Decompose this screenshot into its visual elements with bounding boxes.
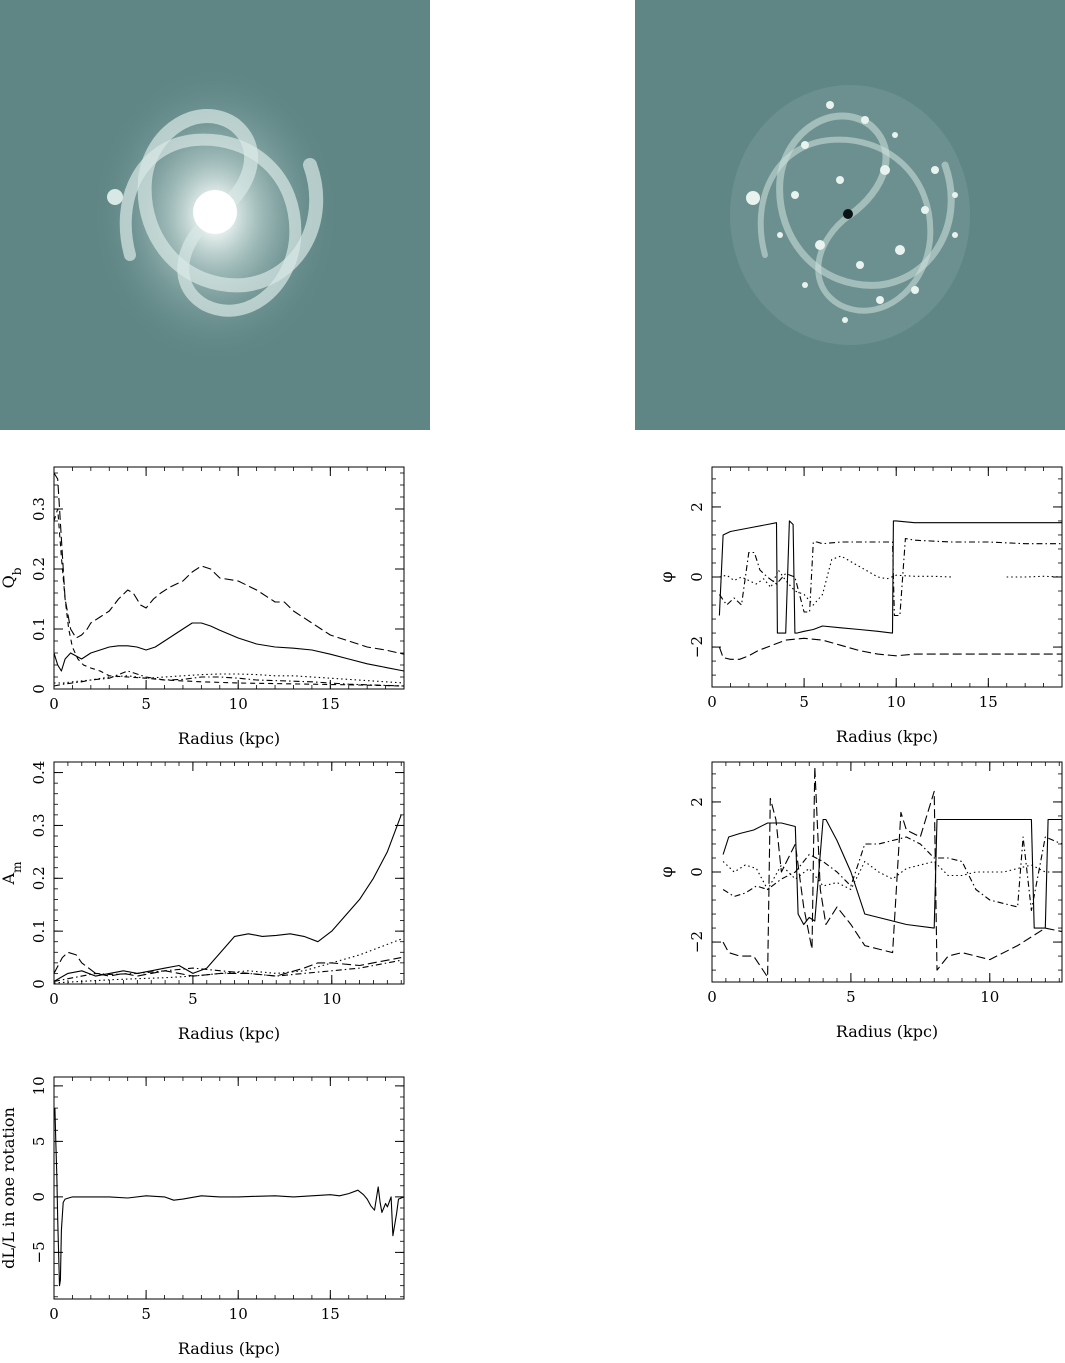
dl-plot: 0 5 10 15 −5 0 5 10 Radius (kpc) dL/L in one rota… xyxy=(0,1076,405,1358)
x-tick-label: 5 xyxy=(141,695,151,713)
series-line-dash-dot xyxy=(722,836,1062,912)
y-tick-label: 0.3 xyxy=(30,813,48,837)
x-axis-label: Radius (kpc) xyxy=(178,729,280,748)
series-line-solid xyxy=(54,622,404,672)
series-line-dot xyxy=(719,555,1062,606)
x-axis-label: Radius (kpc) xyxy=(836,727,938,746)
y-axis-label-subscript: b xyxy=(10,567,24,575)
y-axis-label: dL/L in one rotation xyxy=(0,1107,18,1269)
series-line-dash-dot xyxy=(54,670,404,687)
y-tick-label: 2 xyxy=(688,797,706,807)
x-tick-label: 10 xyxy=(229,1305,248,1323)
y-tick-label: 0.2 xyxy=(30,866,48,890)
series-line-dot xyxy=(54,673,404,684)
x-tick-label: 10 xyxy=(322,990,341,1008)
plot-frame xyxy=(53,466,405,690)
y-axis-label: φ xyxy=(657,571,676,582)
an-plot: 0 5 10 0 0.1 0.2 0.3 0.4 Radius (kpc) Am xyxy=(0,761,405,1043)
series-line-solid xyxy=(722,818,1062,929)
x-axis-label: Radius (kpc) xyxy=(836,1022,938,1041)
x-tick-label: 5 xyxy=(799,693,809,711)
y-axis-label: φ xyxy=(657,866,676,877)
y-axis-label-subscript: m xyxy=(10,861,24,873)
series-line-dash-dot xyxy=(54,959,402,982)
galaxy-left-drawing xyxy=(0,0,430,430)
x-tick-label: 0 xyxy=(707,988,717,1006)
y-tick-label: 0 xyxy=(688,572,706,582)
y-tick-label: 10 xyxy=(30,1076,48,1095)
series-line-solid xyxy=(54,814,402,982)
phi-bottom-plot: 0 5 10 −2 0 2 Radius (kpc) φ xyxy=(657,761,1063,1041)
series-line-long-dash xyxy=(54,472,404,655)
x-tick-label: 15 xyxy=(979,693,998,711)
y-tick-label: 0 xyxy=(30,1192,48,1202)
x-tick-label: 0 xyxy=(49,1305,59,1323)
x-tick-label: 10 xyxy=(887,693,906,711)
y-tick-label: 0.3 xyxy=(30,497,48,521)
series-line-dash-dot xyxy=(718,537,1062,617)
y-tick-label: 0.1 xyxy=(30,919,48,943)
y-tick-label: 0 xyxy=(688,867,706,877)
y-tick-label: 0.4 xyxy=(30,761,48,785)
qb-plot: 0 5 10 15 0 0.1 0.2 0.3 Radius (kpc) Qb xyxy=(0,466,405,748)
series-line-dot xyxy=(722,860,1062,891)
series-line-long-dash xyxy=(54,951,402,977)
x-tick-label: 5 xyxy=(188,990,198,1008)
series-line-long-dash xyxy=(722,766,1062,978)
y-tick-label: 5 xyxy=(30,1137,48,1147)
y-tick-label: −2 xyxy=(688,931,706,953)
y-tick-label: −5 xyxy=(30,1241,48,1263)
x-tick-label: 10 xyxy=(229,695,248,713)
y-tick-label: 2 xyxy=(688,502,706,512)
y-axis-label: Qb xyxy=(0,567,24,588)
y-tick-label: −2 xyxy=(688,636,706,658)
x-tick-label: 0 xyxy=(49,990,59,1008)
y-tick-label: 0 xyxy=(30,979,48,989)
x-tick-label: 0 xyxy=(49,695,59,713)
series-line-dash xyxy=(54,508,404,687)
x-tick-label: 15 xyxy=(321,1305,340,1323)
series-line-long-dash xyxy=(718,637,1062,660)
x-tick-label: 5 xyxy=(846,988,856,1006)
x-tick-label: 0 xyxy=(707,693,717,711)
series-line-dot xyxy=(54,938,402,984)
plot-frame xyxy=(53,761,405,985)
galaxy-right-drawing xyxy=(635,0,1065,430)
x-tick-label: 15 xyxy=(321,695,340,713)
series-line-solid xyxy=(54,1108,404,1287)
plot-frame xyxy=(711,761,1063,983)
x-axis-label: Radius (kpc) xyxy=(178,1339,280,1358)
y-axis-label: Am xyxy=(0,861,24,886)
y-tick-label: 0.1 xyxy=(30,617,48,641)
x-tick-label: 5 xyxy=(141,1305,151,1323)
x-axis-label: Radius (kpc) xyxy=(178,1024,280,1043)
plot-frame xyxy=(53,1076,405,1300)
series-line-solid xyxy=(718,520,1062,634)
y-tick-label: 0 xyxy=(30,684,48,694)
y-tick-label: 0.2 xyxy=(30,557,48,581)
phi-top-plot: 0 5 10 15 −2 0 2 Radius (kpc) φ xyxy=(657,466,1063,746)
x-tick-label: 10 xyxy=(980,988,999,1006)
galaxy-image-left xyxy=(0,0,430,430)
galaxy-image-right xyxy=(635,0,1065,430)
